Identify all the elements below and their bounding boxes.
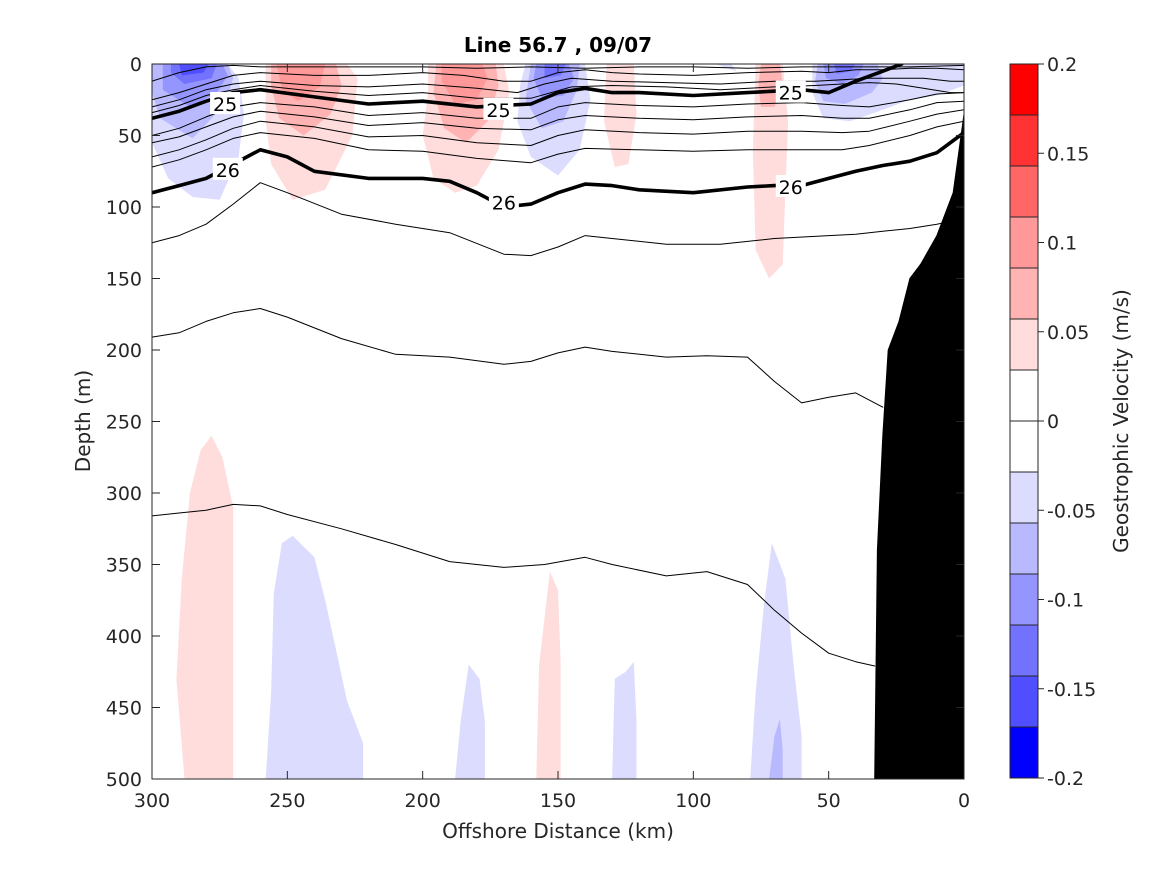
y-tick-label: 300 [106,483,142,505]
positive-velocity-patch-27 [536,571,561,779]
negative-velocity-patch-30 [769,718,783,779]
y-tick-label: 500 [106,769,142,791]
density-contour-25-8 [152,120,964,168]
contour-label-4: 26 [488,190,519,215]
y-tick-label: 450 [106,698,142,720]
contour-label-text: 26 [216,160,240,182]
contour-label-text: 25 [779,83,803,105]
x-tick-label: 150 [540,790,576,812]
density-contours [152,64,964,667]
colorbar-tick-label: -0.15 [1047,679,1096,701]
colorbar-tick-label: 0.1 [1047,233,1077,255]
colorbar-title: Geostrophic Velocity (m/s) [1109,289,1133,553]
y-axis: 0 50 100 150 200 250 300 350 400 450 500 [106,54,964,791]
y-tick-label: 200 [106,340,142,362]
colorbar-tick-label: 0.15 [1047,143,1089,165]
x-tick-label: 250 [269,790,305,812]
density-contour-24-2 [152,64,964,82]
negative-velocity-patch-26 [455,664,485,779]
positive-velocity-patch-8 [287,64,315,82]
positive-velocity-patch-11 [441,64,488,104]
y-tick-label: 0 [130,54,142,76]
density-contour-25-2 [152,92,964,136]
contour-label-text: 26 [779,177,803,199]
contour-label-5: 26 [775,174,806,199]
y-tick-label: 350 [106,555,142,577]
negative-velocity-patch-25 [265,535,364,779]
colorbar-segment [1010,166,1038,218]
y-tick-label: 100 [106,197,142,219]
x-tick-label: 50 [817,790,841,812]
contour-label-0: 25 [210,92,241,116]
colorbar-segment [1010,370,1038,422]
density-contour-26-bold [152,130,964,209]
colorbar-tick-label: 0 [1047,411,1059,433]
contour-label-background [775,80,806,103]
contour-label-background [212,157,243,180]
colorbar-segment [1010,421,1038,473]
x-tick-label: 0 [958,790,970,812]
x-tick-label: 200 [405,790,441,812]
density-contour-26-4 [152,308,884,408]
density-contour-26-6 [152,503,876,667]
colorbar-tick-label: -0.05 [1047,500,1096,522]
density-contour-25-bold [152,64,904,121]
y-tick-label: 150 [106,269,142,291]
colorbar-segment [1010,625,1038,677]
colorbar-tick-label: 0.2 [1047,54,1077,76]
plot-area: 25 25 25 26 26 26 [151,63,965,780]
negative-velocity-patch-29 [750,543,802,779]
colorbar: 0.2 0.15 0.1 0.05 0 -0.05 -0.1 -0.15 -0.2 [1009,54,1096,790]
colorbar-segment [1010,676,1038,728]
contour-label-layer: 25 25 25 26 26 26 [210,80,806,215]
colorbar-segment [1010,115,1038,167]
density-contour-26-2 [152,182,964,257]
negative-velocity-patch-28 [612,661,637,779]
x-axis-title: Offshore Distance (km) [442,819,674,843]
contour-label-background [210,92,241,115]
x-axis: 300 250 200 150 100 50 0 [134,64,970,812]
positive-velocity-patch-24 [176,435,234,779]
positive-velocity-patch-17 [752,64,789,279]
velocity-field [152,64,964,779]
colorbar-segment [1010,727,1038,779]
contour-label-text: 25 [213,94,237,116]
colorbar-segment [1010,319,1038,371]
colorbar-tick-label: 0.05 [1047,322,1089,344]
positive-velocity-patch-16 [604,64,637,167]
colorbar-tick-label: -0.2 [1047,768,1084,790]
density-contour-24-8 [152,82,964,114]
y-axis-title: Depth (m) [71,370,95,472]
y-tick-label: 400 [106,626,142,648]
density-contour-25-6 [152,109,964,158]
density-contour-24-6 [152,77,964,108]
bathymetry [874,114,964,779]
colorbar-segment [1010,217,1038,269]
colorbar-segment [1010,268,1038,320]
contour-label-1: 25 [483,97,514,122]
chart-title: Line 56.7 , 09/07 [464,33,652,57]
negative-velocity-patch-14 [533,64,575,99]
bathymetry-layer [874,114,964,779]
colorbar-segment [1010,523,1038,575]
colorbar-segment [1010,472,1038,524]
negative-velocity-patch-21 [823,64,864,84]
colorbar-segment [1010,64,1038,116]
y-tick-label: 50 [118,126,142,148]
x-tick-label: 100 [675,790,711,812]
contour-label-text: 26 [492,193,516,215]
contour-label-text: 25 [486,100,510,122]
density-contour-24-4 [152,67,964,101]
contour-label-background [483,97,514,120]
contour-label-background [775,174,806,197]
contour-label-3: 26 [212,157,243,182]
x-tick-label: 300 [134,790,170,812]
contour-label-2: 25 [775,80,806,105]
contour-label-background [488,190,519,213]
y-tick-label: 250 [106,412,142,434]
colorbar-tick-label: -0.1 [1047,590,1084,612]
colorbar-segment [1010,574,1038,626]
density-contour-25-4 [152,100,964,144]
